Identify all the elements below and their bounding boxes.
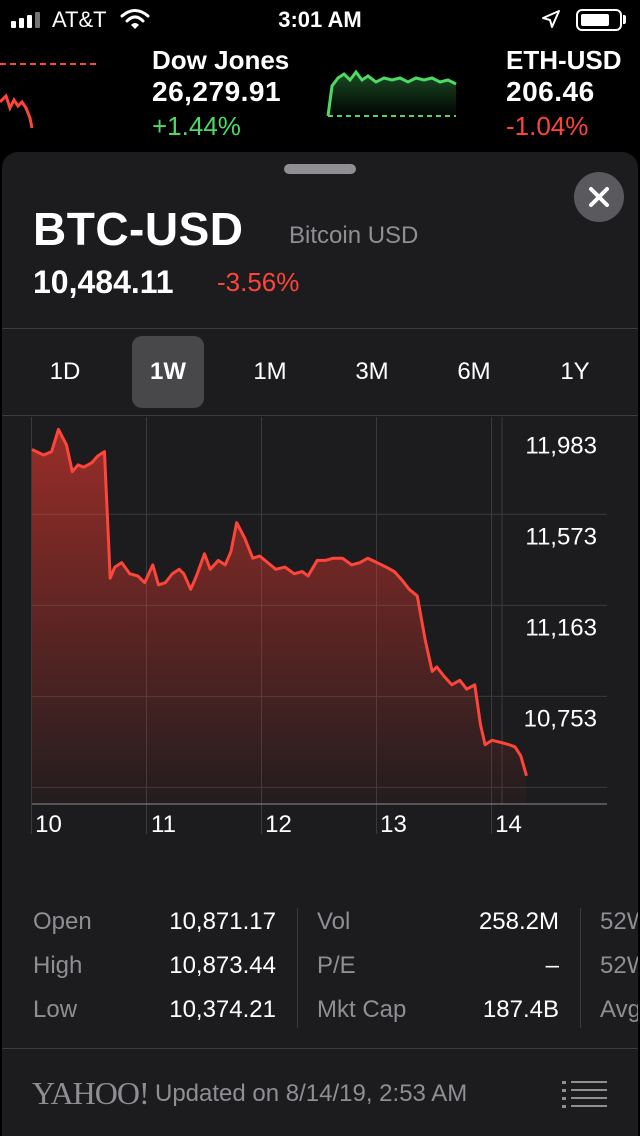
range-3m-button[interactable]: 3M bbox=[355, 358, 389, 385]
stat-value-open: 10,871.17 bbox=[169, 908, 276, 935]
close-icon bbox=[589, 187, 609, 207]
stat-label-avg: Avg bbox=[600, 996, 638, 1023]
battery-icon bbox=[576, 9, 622, 31]
chart-price-line bbox=[31, 427, 528, 777]
stat-label-vol: Vol bbox=[317, 908, 351, 935]
dow-jones-sparkline bbox=[326, 69, 457, 118]
y-tick-label: 11,163 bbox=[525, 614, 597, 641]
range-1w-button[interactable]: 1W bbox=[132, 336, 204, 408]
sheet-grabber[interactable] bbox=[284, 164, 356, 174]
price-change: -3.56% bbox=[217, 267, 300, 297]
stat-label-high: High bbox=[33, 952, 83, 979]
stat-label-low: Low bbox=[33, 996, 78, 1023]
stat-label-52w-high: 52W bbox=[600, 908, 638, 935]
location-icon bbox=[541, 9, 561, 34]
x-tick-label: 12 bbox=[265, 811, 292, 838]
wifi-icon bbox=[120, 8, 150, 35]
range-1d-button[interactable]: 1D bbox=[49, 358, 81, 385]
ticker-change: +1.44% bbox=[152, 111, 241, 141]
stat-label-pe: P/E bbox=[317, 952, 356, 979]
column-divider bbox=[580, 908, 581, 1028]
detail-sheet: BTC-USD Bitcoin USD 10,484.11 -3.56% 1D … bbox=[2, 152, 638, 1136]
updated-timestamp: Updated on 8/14/19, 2:53 AM bbox=[155, 1080, 468, 1107]
x-tick-label: 14 bbox=[495, 811, 522, 838]
carrier-label: AT&T bbox=[52, 7, 107, 32]
clock: 3:01 AM bbox=[278, 7, 362, 32]
previous-ticker-sparkline bbox=[0, 63, 100, 129]
symbol-title: BTC-USD bbox=[33, 203, 244, 255]
list-menu-icon[interactable] bbox=[562, 1080, 608, 1113]
y-tick-label: 11,573 bbox=[525, 523, 597, 550]
divider bbox=[2, 328, 638, 329]
stat-label-open: Open bbox=[33, 908, 92, 935]
price-chart[interactable]: 11,983 11,573 11,163 10,753 10 11 12 13 14 bbox=[2, 412, 638, 852]
stat-label-mkt-cap: Mkt Cap bbox=[317, 996, 407, 1023]
range-6m-button[interactable]: 6M bbox=[457, 358, 491, 385]
y-tick-label: 10,753 bbox=[524, 705, 597, 732]
footer: YAHOO! Updated on 8/14/19, 2:53 AM bbox=[2, 1048, 638, 1136]
x-tick-label: 10 bbox=[35, 811, 62, 838]
x-tick-label: 11 bbox=[151, 811, 176, 838]
ticker-name: ETH-USD bbox=[506, 45, 622, 75]
divider bbox=[2, 415, 638, 416]
range-selector: 1D 1W 1M 3M 6M 1Y bbox=[2, 336, 638, 410]
ticker-strip[interactable]: Dow Jones 26,279.91 +1.44% ETH-USD 206.4… bbox=[0, 40, 640, 150]
symbol-name: Bitcoin USD bbox=[289, 222, 419, 249]
stat-value-mkt-cap: 187.4B bbox=[482, 996, 559, 1023]
range-1y-button[interactable]: 1Y bbox=[560, 358, 590, 385]
current-price: 10,484.11 bbox=[33, 264, 174, 300]
stat-label-52w-low: 52W bbox=[600, 952, 638, 979]
ticker-value: 26,279.91 bbox=[152, 76, 282, 107]
yahoo-logo[interactable]: YAHOO! bbox=[32, 1075, 150, 1111]
stat-value-pe: – bbox=[545, 952, 559, 979]
stats-table: Open 10,871.17 High 10,873.44 Low 10,374… bbox=[2, 908, 638, 1038]
battery-nub bbox=[623, 15, 626, 24]
ticker-name: Dow Jones bbox=[152, 45, 290, 75]
stat-value-vol: 258.2M bbox=[478, 908, 559, 935]
ticker-value: 206.46 bbox=[506, 76, 595, 107]
y-tick-label: 11,983 bbox=[525, 432, 597, 459]
status-bar: AT&T 3:01 AM bbox=[0, 0, 640, 40]
stat-value-high: 10,873.44 bbox=[169, 952, 276, 979]
stat-value-low: 10,374.21 bbox=[169, 996, 276, 1023]
x-tick-label: 13 bbox=[380, 811, 407, 838]
ticker-change: -1.04% bbox=[506, 111, 589, 141]
close-button[interactable] bbox=[574, 172, 624, 222]
chart-area-fill bbox=[32, 429, 527, 804]
column-divider bbox=[297, 908, 298, 1028]
signal-icon bbox=[11, 12, 40, 28]
divider bbox=[2, 1048, 638, 1049]
range-1m-button[interactable]: 1M bbox=[253, 358, 287, 385]
